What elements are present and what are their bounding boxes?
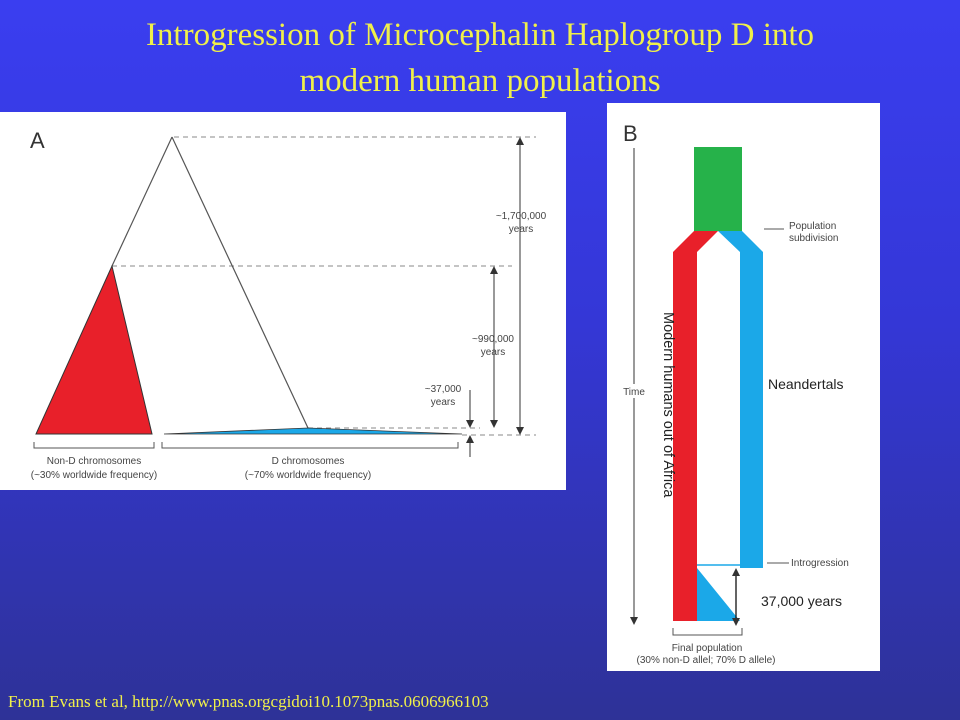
- time-label-37000: ~37,000: [425, 384, 462, 395]
- time-label: Time: [623, 387, 645, 398]
- subdivision-label-1: Population: [789, 221, 836, 232]
- non-d-clade-triangle: [35, 264, 153, 435]
- panel-a-svg: A ~1,700,000 years ~990,000 years ~37,00…: [30, 128, 547, 481]
- d-frequency: (~70% worldwide frequency): [245, 470, 371, 481]
- d-clade-sliver: [163, 427, 463, 435]
- d-label: D chromosomes: [272, 456, 345, 467]
- title-line-2: modern human populations: [299, 63, 661, 99]
- time-label-1700000: ~1,700,000: [496, 211, 547, 222]
- years-37000-label: 37,000 years: [761, 593, 842, 609]
- tree-branch-right: [171, 136, 309, 429]
- tree-branch-left: [111, 136, 173, 267]
- neandertals-label: Neandertals: [768, 376, 844, 392]
- modern-human-branch: [673, 231, 718, 621]
- panel-a-letter: A: [30, 128, 45, 153]
- non-d-label: Non-D chromosomes: [47, 456, 141, 467]
- subdivision-label-2: subdivision: [789, 233, 838, 244]
- bracket-non-d: [33, 442, 155, 449]
- ancestral-population-block: [694, 147, 742, 231]
- panel-b-introgression-diagram: B Time Population subdivision Introgress…: [607, 103, 880, 671]
- non-d-frequency: (~30% worldwide frequency): [31, 470, 157, 481]
- citation-footer: From Evans et al, http://www.pnas.orgcgi…: [8, 692, 489, 711]
- time-unit-37000: years: [431, 397, 455, 408]
- final-population-bracket: [672, 628, 743, 636]
- panel-a-coalescent-diagram: A ~1,700,000 years ~990,000 years ~37,00…: [0, 112, 566, 490]
- neandertal-branch: [718, 231, 763, 568]
- time-unit-1700000: years: [509, 224, 533, 235]
- panel-b-letter: B: [623, 121, 638, 146]
- introgression-label: Introgression: [791, 558, 849, 569]
- time-label-990000: ~990,000: [472, 334, 514, 345]
- introgression-wedge: [697, 568, 740, 621]
- final-population-frequencies: (30% non-D allel; 70% D allele): [637, 655, 776, 666]
- modern-humans-label: Modern humans out of Africa: [660, 312, 676, 498]
- panel-b-svg: B Time Population subdivision Introgress…: [621, 121, 849, 666]
- slide-title: Introgression of Microcephalin Haplogrou…: [0, 12, 960, 104]
- final-population-label: Final population: [672, 643, 743, 654]
- time-label-bg: [621, 384, 647, 398]
- bracket-d: [161, 442, 459, 449]
- time-unit-990000: years: [481, 347, 505, 358]
- title-line-1: Introgression of Microcephalin Haplogrou…: [145, 17, 815, 53]
